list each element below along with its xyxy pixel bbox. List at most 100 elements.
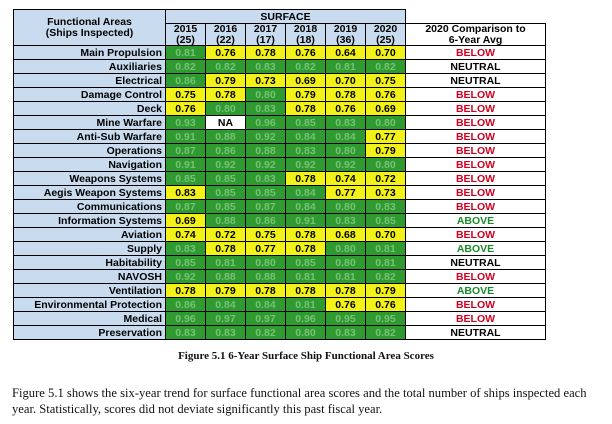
functional-area-label: NAVOSH bbox=[13, 269, 166, 284]
score-cell: 0.79 bbox=[285, 87, 326, 102]
functional-area-label: Information Systems bbox=[13, 213, 166, 228]
table-row: Aegis Weapon Systems 0.83 0.85 0.85 0.84 0.77… bbox=[13, 185, 546, 200]
comparison-status: NEUTRAL bbox=[405, 59, 546, 74]
score-cell: 0.84 bbox=[285, 199, 326, 214]
functional-area-label: Supply bbox=[13, 241, 166, 256]
table-row: Deck 0.76 0.80 0.83 0.78 0.76 0.69 BELOW bbox=[13, 101, 546, 116]
score-cell: 0.92 bbox=[325, 157, 366, 172]
functional-area-label: Aegis Weapon Systems bbox=[13, 185, 166, 200]
score-cell: 0.96 bbox=[165, 311, 206, 326]
score-cell: 0.84 bbox=[285, 129, 326, 144]
score-cell: 0.76 bbox=[285, 45, 326, 60]
score-cell: 0.92 bbox=[205, 157, 246, 172]
score-cell: 0.88 bbox=[205, 269, 246, 284]
comparison-status: BELOW bbox=[405, 269, 546, 284]
functional-area-label: Deck bbox=[13, 101, 166, 116]
score-cell: 0.74 bbox=[325, 171, 366, 186]
score-cell: 0.80 bbox=[325, 255, 366, 270]
comparison-title-line1: 2020 Comparison to bbox=[425, 23, 526, 35]
score-cell: 0.82 bbox=[365, 59, 406, 74]
score-cell: 0.83 bbox=[165, 185, 206, 200]
table-row: NAVOSH 0.92 0.88 0.88 0.81 0.81 0.82 BELOW bbox=[13, 269, 546, 284]
area-column-header: Functional Areas (Ships Inspected) bbox=[13, 9, 166, 46]
comparison-status: BELOW bbox=[405, 311, 546, 326]
year-label: 2018 bbox=[293, 23, 318, 35]
score-cell: 0.83 bbox=[245, 171, 286, 186]
table-row: Main Propulsion 0.81 0.76 0.78 0.76 0.64 0.70 B… bbox=[13, 45, 546, 60]
score-cell: 0.81 bbox=[325, 59, 366, 74]
ships-inspected-count: (22) bbox=[216, 33, 235, 46]
table-row: Information Systems 0.69 0.88 0.86 0.91 0.83 0… bbox=[13, 213, 546, 228]
score-cell: 0.81 bbox=[285, 297, 326, 312]
comparison-status: NEUTRAL bbox=[405, 255, 546, 270]
table-row: Habitability 0.85 0.81 0.80 0.85 0.80 0.81 NEUT… bbox=[13, 255, 546, 270]
score-cell: 0.95 bbox=[365, 311, 406, 326]
score-cell: 0.91 bbox=[165, 157, 206, 172]
table-row: Mine Warfare 0.93 NA 0.96 0.85 0.83 0.80 BELOW bbox=[13, 115, 546, 130]
year-header-2019: 2019 (36) bbox=[325, 23, 366, 46]
functional-area-label: Ventilation bbox=[13, 283, 166, 298]
score-cell: 0.80 bbox=[245, 87, 286, 102]
score-cell: 0.78 bbox=[285, 101, 326, 116]
year-label: 2016 bbox=[213, 23, 238, 35]
score-cell: 0.88 bbox=[245, 143, 286, 158]
functional-area-label: Weapons Systems bbox=[13, 171, 166, 186]
score-cell: 0.83 bbox=[245, 59, 286, 74]
table-row: Supply 0.83 0.78 0.77 0.78 0.80 0.81 ABOVE bbox=[13, 241, 546, 256]
score-cell: 0.86 bbox=[165, 297, 206, 312]
score-cell: 0.78 bbox=[205, 241, 246, 256]
score-cell: 0.83 bbox=[165, 241, 206, 256]
year-header-2015: 2015 (25) bbox=[165, 23, 206, 46]
score-cell: 0.81 bbox=[285, 269, 326, 284]
score-cell: 0.80 bbox=[325, 143, 366, 158]
year-label: 2015 bbox=[173, 23, 198, 35]
score-cell: 0.76 bbox=[365, 87, 406, 102]
year-header-2020: 2020 (25) bbox=[365, 23, 406, 46]
score-cell: 0.85 bbox=[285, 255, 326, 270]
score-cell: 0.82 bbox=[165, 59, 206, 74]
comparison-title-line2: 6-Year Avg bbox=[448, 33, 503, 46]
table-row: Navigation 0.91 0.92 0.92 0.92 0.92 0.80 BELOW bbox=[13, 157, 546, 172]
comparison-status: BELOW bbox=[405, 45, 546, 60]
score-cell: 0.82 bbox=[285, 59, 326, 74]
score-cell: 0.79 bbox=[365, 283, 406, 298]
score-cell: 0.85 bbox=[165, 171, 206, 186]
comparison-status: NEUTRAL bbox=[405, 325, 546, 340]
comparison-status: ABOVE bbox=[405, 241, 546, 256]
year-header-row: 2015 (25) 2016 (22) 2017 (17) 2018 (18) 2019 (36)… bbox=[14, 23, 546, 46]
score-cell: 0.77 bbox=[245, 241, 286, 256]
score-cell: 0.82 bbox=[365, 325, 406, 340]
score-cell: 0.73 bbox=[245, 73, 286, 88]
table-row: Communications 0.87 0.85 0.87 0.84 0.80 0.83 BE… bbox=[13, 199, 546, 214]
score-cell: 0.96 bbox=[285, 311, 326, 326]
comparison-status: BELOW bbox=[405, 101, 546, 116]
score-cell: 0.88 bbox=[205, 129, 246, 144]
comparison-status: NEUTRAL bbox=[405, 73, 546, 88]
area-title-line2: (Ships Inspected) bbox=[45, 26, 134, 39]
score-cell: 0.83 bbox=[205, 325, 246, 340]
comparison-status: BELOW bbox=[405, 297, 546, 312]
score-cell: 0.79 bbox=[365, 143, 406, 158]
comparison-status: BELOW bbox=[405, 115, 546, 130]
score-cell: 0.78 bbox=[325, 87, 366, 102]
score-cell: 0.92 bbox=[245, 157, 286, 172]
year-label: 2020 bbox=[373, 23, 398, 35]
comparison-status: ABOVE bbox=[405, 213, 546, 228]
table-row: Environmental Protection 0.86 0.84 0.84 0.81… bbox=[13, 297, 546, 312]
table-row: Damage Control 0.75 0.78 0.80 0.79 0.78 0.76 BE… bbox=[13, 87, 546, 102]
table-row: Ventilation 0.78 0.79 0.78 0.78 0.78 0.79 ABOVE bbox=[13, 283, 546, 298]
score-cell: 0.91 bbox=[285, 213, 326, 228]
functional-area-table: Functional Areas (Ships Inspected) SURFA… bbox=[13, 9, 546, 340]
comparison-status: ABOVE bbox=[405, 283, 546, 298]
score-cell: 0.83 bbox=[325, 325, 366, 340]
score-cell: 0.69 bbox=[165, 213, 206, 228]
functional-area-label: Electrical bbox=[13, 73, 166, 88]
score-cell: 0.82 bbox=[365, 269, 406, 284]
score-cell: 0.81 bbox=[365, 241, 406, 256]
table-row: Operations 0.87 0.86 0.88 0.83 0.80 0.79 BELOW bbox=[13, 143, 546, 158]
score-table-figure: Functional Areas (Ships Inspected) SURFA… bbox=[13, 9, 546, 340]
score-cell: 0.80 bbox=[205, 101, 246, 116]
surface-group-label: SURFACE bbox=[165, 9, 406, 24]
score-cell: 0.84 bbox=[245, 297, 286, 312]
functional-area-label: Preservation bbox=[13, 325, 166, 340]
